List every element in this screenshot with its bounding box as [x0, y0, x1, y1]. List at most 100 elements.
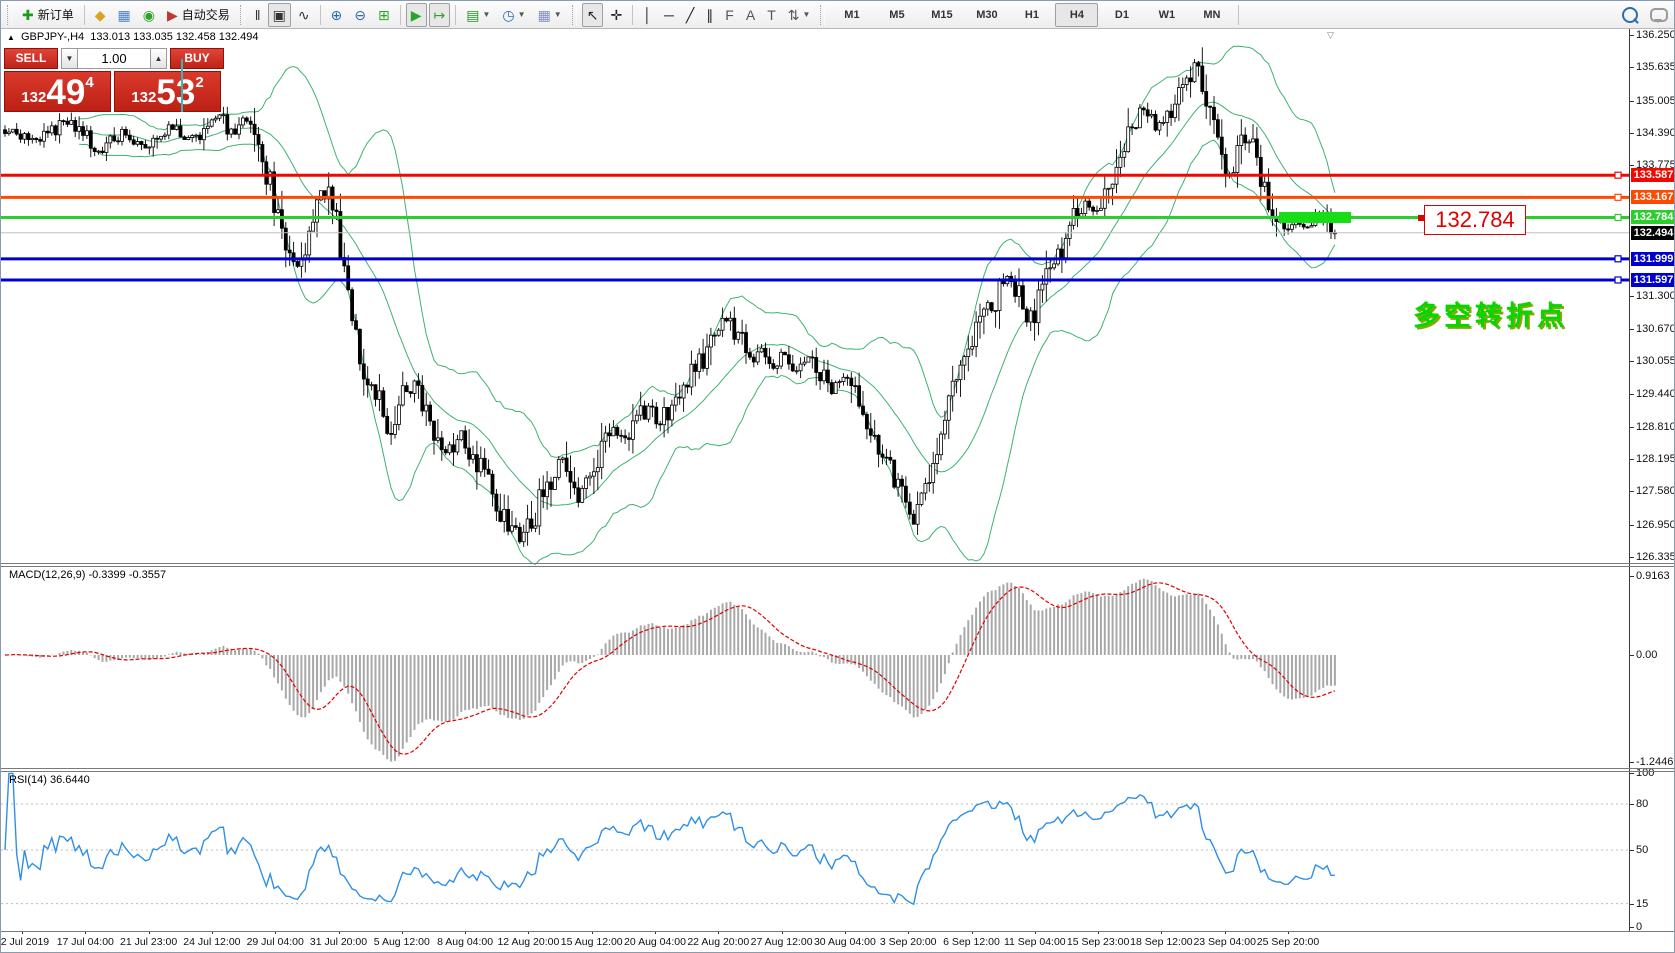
date-axis[interactable]: 12 Jul 2019 17 Jul 04:00 21 Jul 23:00 24 Ju… — [1, 931, 1674, 952]
periods-button[interactable]: ◷ ▼ — [497, 3, 530, 27]
horizontal-line-button[interactable]: ─ — [659, 3, 679, 27]
volume-input[interactable]: 1.00 — [78, 48, 150, 69]
candle-body — [1177, 87, 1181, 105]
buy-price-button[interactable]: 132 53 2 — [114, 71, 221, 112]
text-label-button[interactable]: T — [762, 3, 781, 27]
macd-panel[interactable] — [1, 566, 1629, 771]
auto-scroll-button[interactable]: ▶ — [405, 2, 427, 27]
zoom-out-button[interactable]: ⊖ — [349, 3, 371, 27]
candle-body — [416, 380, 421, 386]
timeframe-h1-button[interactable]: H1 — [1024, 8, 1039, 21]
candle-body — [1157, 122, 1162, 131]
candle-body — [966, 348, 971, 357]
cursor-button[interactable]: ↖ — [581, 2, 604, 27]
trendline-button[interactable]: ╱ — [681, 3, 699, 27]
rsi-tick-label: 15 — [1636, 897, 1649, 910]
highlight-rectangle[interactable] — [1279, 211, 1351, 223]
styles-button[interactable]: ◆ — [90, 3, 111, 27]
new-order-button[interactable]: ✚ 新订单 — [17, 3, 79, 27]
chat-button[interactable] — [1645, 3, 1673, 27]
vertical-line-object[interactable] — [181, 59, 183, 112]
candle-body — [826, 369, 830, 384]
timeframe-m30-button[interactable]: M30 — [976, 8, 998, 21]
candle-body — [896, 478, 900, 488]
bar-chart-button[interactable]: ‖ — [250, 3, 266, 27]
main-chart[interactable] — [1, 29, 1629, 566]
candle-body — [1048, 267, 1053, 270]
timeframe-m15-button[interactable]: M15 — [931, 8, 953, 21]
rsi-panel-divider-2[interactable] — [1, 771, 1674, 772]
candle-body — [732, 317, 737, 340]
line-chart-button[interactable]: ∿ — [293, 3, 315, 27]
symbol-name: GBPJPY-,H4 — [20, 31, 85, 43]
date-tick-label: 29 Jul 04:00 — [246, 936, 304, 948]
channel-button[interactable]: ∥ — [701, 3, 718, 27]
hline-handle-132.784[interactable] — [1614, 213, 1622, 222]
price-axis[interactable]: 136.250 135.635 135.005 134.390 133.775 131.3… — [1629, 29, 1674, 933]
timeframe-d1-button[interactable]: D1 — [1114, 8, 1129, 21]
crosshair-button[interactable]: ✛ — [605, 3, 627, 27]
chart-shift-marker-icon[interactable]: ▽ — [1327, 30, 1334, 40]
fibonacci-button[interactable]: F — [720, 3, 739, 27]
hline-handle-131.999[interactable] — [1614, 255, 1622, 263]
volume-increase-button[interactable]: ▲ — [150, 48, 167, 69]
arrows-button[interactable]: ⇅ ▼ — [783, 3, 816, 27]
bid-price-label: 132.494 — [1631, 225, 1674, 240]
tile-windows-button[interactable]: ⊞ — [373, 3, 395, 27]
candle-body — [1192, 62, 1197, 83]
collapse-icon[interactable]: ▲ — [7, 33, 15, 42]
date-tick-label: 3 Sep 20:00 — [879, 936, 937, 948]
templates-button[interactable]: ▦ ▼ — [533, 3, 567, 27]
candle-body — [69, 120, 74, 125]
macd-panel-divider[interactable] — [1, 563, 1674, 564]
macd-label: MACD(12,26,9) -0.3399 -0.3557 — [9, 569, 167, 581]
timeframe-m5-button[interactable]: M5 — [889, 8, 905, 21]
volume-decrease-button[interactable]: ▼ — [61, 48, 78, 69]
annotation-anchor[interactable] — [1418, 215, 1424, 221]
candle-body — [1165, 110, 1170, 123]
date-tick-label: 12 Aug 20:00 — [497, 936, 560, 948]
search-button[interactable] — [1617, 3, 1643, 27]
chart-shift-button[interactable]: ↦ — [428, 2, 451, 27]
periods-button-dropdown-icon[interactable]: ▼ — [517, 10, 526, 19]
timeframe-h4-button[interactable]: H4 — [1055, 2, 1099, 27]
arrows-button-dropdown-icon[interactable]: ▼ — [802, 10, 811, 19]
templates-button-dropdown-icon[interactable]: ▼ — [553, 10, 562, 19]
candle-chart-button[interactable]: ▣ — [267, 2, 291, 27]
sell-price-button[interactable]: 132 49 4 — [4, 71, 111, 112]
zoom-out-icon: ⊖ — [354, 6, 367, 23]
rsi-panel-divider[interactable] — [1, 768, 1674, 769]
macd-tick-mark — [1630, 576, 1634, 578]
macd-panel-divider-2[interactable] — [1, 566, 1674, 567]
hline-price-label: 131.999 — [1631, 251, 1674, 266]
new-chart-button-dropdown-icon[interactable]: ▼ — [482, 10, 491, 19]
zoom-in-button[interactable]: ⊕ — [326, 3, 348, 27]
profile-button[interactable]: ▦ — [113, 3, 136, 27]
rsi-panel[interactable] — [1, 771, 1629, 931]
sell-button[interactable]: SELL — [4, 48, 58, 69]
candle-body — [1223, 153, 1228, 176]
hline-handle-133.587[interactable] — [1614, 171, 1622, 179]
buy-button[interactable]: BUY — [170, 48, 224, 69]
hline-handle-133.167[interactable] — [1614, 193, 1622, 201]
candle-body — [22, 133, 27, 140]
candle-body — [1130, 126, 1134, 129]
timeframe-m1-button[interactable]: M1 — [844, 8, 860, 21]
candle-body — [65, 120, 70, 125]
text-button[interactable]: A — [741, 3, 760, 27]
hline-handle-131.597[interactable] — [1614, 276, 1622, 284]
timeframe-mn-button[interactable]: MN — [1203, 8, 1221, 21]
timeframe-w1-button[interactable]: W1 — [1158, 8, 1176, 21]
turning-point-annotation[interactable]: 多空转折点 — [1413, 301, 1568, 331]
date-tick-mark — [844, 931, 846, 934]
candle-body — [1087, 200, 1092, 208]
vertical-line-button[interactable]: │ — [638, 3, 657, 27]
signals-button[interactable]: ◉ — [138, 3, 160, 27]
candle-body — [34, 137, 39, 140]
new-chart-button[interactable]: ▤ ▼ — [461, 3, 495, 27]
candle-body — [14, 128, 19, 135]
candle-body — [1270, 209, 1275, 218]
price-annotation-box[interactable]: 132.784 — [1424, 205, 1526, 235]
autotrade-button[interactable]: ▶ 自动交易 — [162, 3, 235, 27]
